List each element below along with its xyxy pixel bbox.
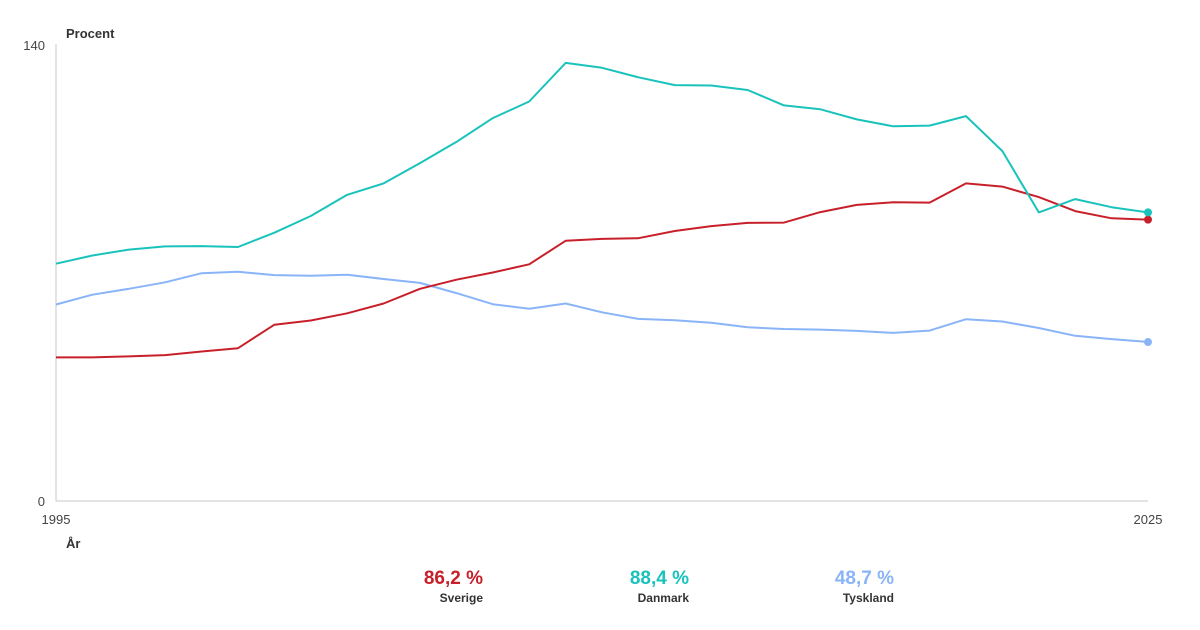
- series-end-point-sverige: [1144, 215, 1152, 224]
- legend-name-danmark: Danmark: [637, 591, 689, 605]
- x-axis-title: År: [66, 536, 80, 551]
- legend-name-sverige: Sverige: [439, 591, 483, 605]
- legend-item-sverige: 86,2 % Sverige: [424, 568, 483, 606]
- legend-value-danmark: 88,4 %: [629, 568, 689, 589]
- series-end-point-danmark: [1144, 208, 1152, 217]
- series-line-tyskland: [55, 270, 1149, 343]
- legend: 86,2 % Sverige 88,4 % Danmark 48,7 % Tys…: [0, 568, 1200, 618]
- x-tick-end: 2025: [1134, 512, 1163, 527]
- series-layer: [55, 61, 1152, 359]
- legend-name-tyskland: Tyskland: [842, 591, 894, 605]
- legend-item-tyskland: 48,7 % Tyskland: [835, 568, 894, 606]
- legend-value-sverige: 86,2 %: [423, 568, 483, 589]
- y-axis-title: Procent: [66, 26, 115, 41]
- series-line-sverige: [56, 182, 1149, 359]
- x-tick-start: 1995: [42, 512, 71, 527]
- series-line-danmark: [55, 61, 1149, 265]
- y-tick-bottom: 0: [38, 494, 45, 509]
- series-end-point-tyskland: [1144, 338, 1152, 347]
- y-tick-top: 140: [23, 38, 45, 53]
- legend-value-tyskland: 48,7 %: [834, 568, 894, 589]
- legend-item-danmark: 88,4 % Danmark: [630, 568, 689, 606]
